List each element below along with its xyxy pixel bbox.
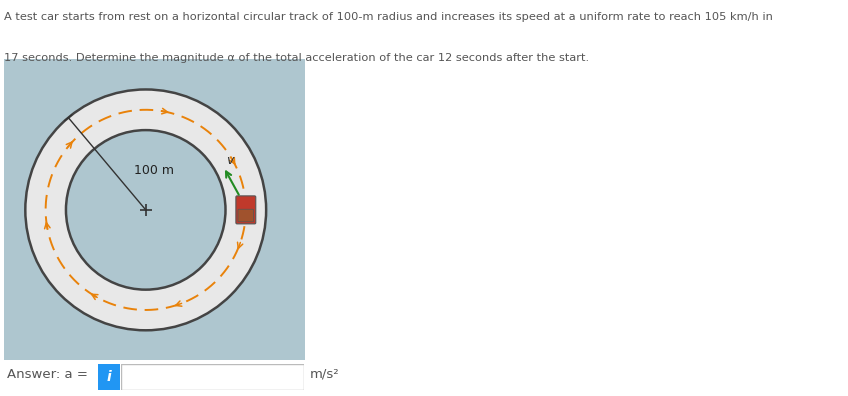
Text: A test car starts from rest on a horizontal circular track of 100-m radius and i: A test car starts from rest on a horizon…: [4, 12, 773, 22]
Text: m/s²: m/s²: [310, 368, 339, 381]
Circle shape: [25, 89, 266, 330]
FancyBboxPatch shape: [121, 364, 304, 390]
FancyBboxPatch shape: [236, 196, 256, 224]
FancyBboxPatch shape: [238, 209, 254, 222]
FancyBboxPatch shape: [98, 364, 120, 390]
Text: Answer: a =: Answer: a =: [7, 368, 87, 381]
Text: 100 m: 100 m: [134, 164, 174, 177]
Text: v: v: [226, 154, 234, 167]
Text: i: i: [106, 370, 111, 384]
Text: 17 seconds. Determine the magnitude α of the total acceleration of the car 12 se: 17 seconds. Determine the magnitude α of…: [4, 53, 589, 63]
FancyBboxPatch shape: [4, 59, 305, 360]
Circle shape: [66, 130, 226, 289]
